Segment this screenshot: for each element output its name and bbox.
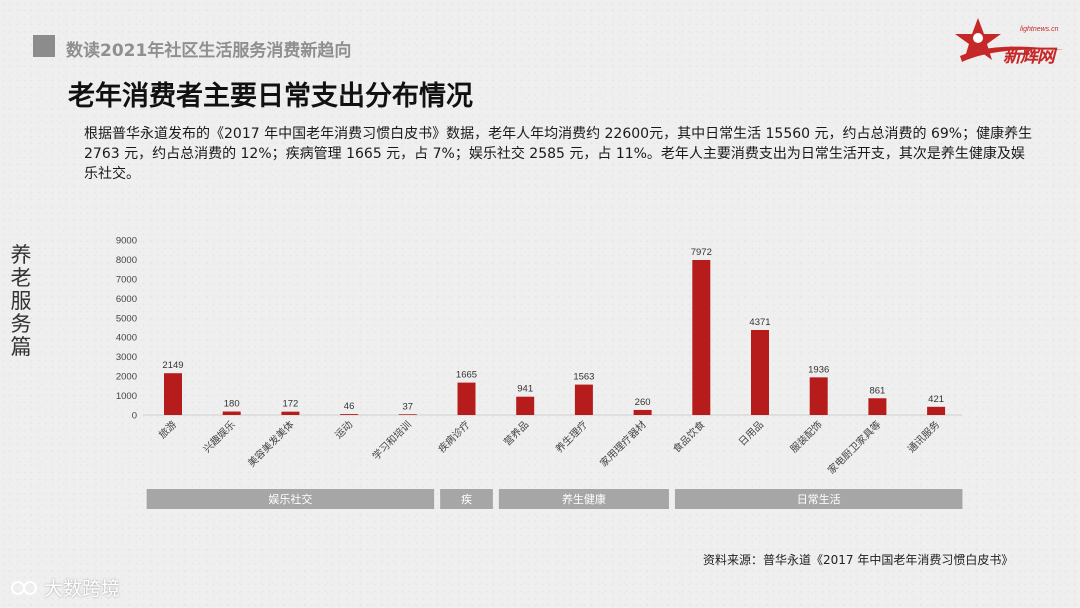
category-label: 营养品 bbox=[501, 418, 531, 448]
watermark-text: 大数跨境 bbox=[44, 578, 121, 600]
data-label: 37 bbox=[403, 401, 414, 412]
group-label: 日常生活 bbox=[797, 492, 841, 506]
data-label: 1563 bbox=[573, 372, 594, 383]
section-marker bbox=[33, 35, 55, 57]
logo-text: 新辉网 bbox=[1003, 46, 1055, 67]
data-label: 180 bbox=[224, 399, 240, 410]
bar bbox=[633, 409, 652, 415]
category-label: 旅游 bbox=[156, 418, 179, 441]
group-band bbox=[440, 489, 493, 509]
category-label: 养生理疗 bbox=[553, 418, 590, 455]
data-label: 260 bbox=[635, 397, 651, 408]
category-label: 家用理疗器材 bbox=[597, 418, 649, 470]
data-label: 1936 bbox=[808, 364, 829, 375]
y-tick-label: 5000 bbox=[116, 313, 137, 324]
source-note: 资料来源：普华永道《2017 年中国老年消费习惯白皮书》 bbox=[703, 553, 1014, 567]
intro-paragraph: 根据普华永道发布的《2017 年中国老年消费习惯白皮书》数据，老年人年均消费约 … bbox=[84, 126, 1033, 182]
watermark: 大数跨境 bbox=[10, 574, 120, 601]
bar bbox=[222, 411, 241, 415]
red-star-logo-icon bbox=[955, 18, 1064, 62]
category-label: 运动 bbox=[333, 419, 356, 442]
section-subtitle: 数读2021年社区生活服务消费新趋向 bbox=[66, 41, 352, 61]
group-band bbox=[674, 489, 963, 509]
y-tick-label: 8000 bbox=[116, 255, 137, 266]
data-label: 941 bbox=[517, 384, 533, 395]
bar bbox=[751, 330, 769, 415]
y-tick-label: 3000 bbox=[116, 352, 137, 363]
bar bbox=[164, 373, 182, 415]
data-label: 46 bbox=[344, 401, 355, 412]
bar bbox=[398, 414, 417, 415]
bar bbox=[457, 382, 476, 415]
bar bbox=[516, 396, 535, 415]
bar bbox=[281, 411, 300, 415]
side-label: 养老服务篇 bbox=[10, 243, 32, 359]
data-label: 1665 bbox=[456, 370, 477, 381]
bar bbox=[340, 414, 359, 415]
logo-url: lightnews.cn bbox=[1020, 26, 1059, 33]
data-label: 172 bbox=[282, 399, 298, 410]
category-label: 学习和培训 bbox=[369, 418, 414, 463]
y-tick-label: 7000 bbox=[116, 274, 137, 285]
y-tick-label: 6000 bbox=[116, 294, 137, 305]
category-label: 服装配饰 bbox=[787, 418, 824, 455]
category-label: 疾病诊疗 bbox=[435, 418, 472, 455]
bar bbox=[927, 406, 946, 415]
category-label: 兴趣娱乐 bbox=[200, 418, 237, 455]
group-band bbox=[146, 489, 435, 509]
data-label: 2149 bbox=[162, 360, 183, 371]
y-tick-label: 2000 bbox=[116, 372, 137, 383]
bar bbox=[574, 384, 593, 415]
data-label: 4371 bbox=[749, 317, 770, 328]
bar bbox=[809, 377, 828, 415]
category-label: 日用品 bbox=[736, 419, 766, 449]
y-tick-label: 9000 bbox=[116, 236, 137, 247]
group-label: 娱乐社交 bbox=[268, 492, 312, 506]
category-label: 通讯服务 bbox=[905, 418, 942, 455]
y-tick-label: 4000 bbox=[116, 333, 137, 344]
category-label: 美容美发美体 bbox=[245, 418, 297, 470]
category-label: 食品饮食 bbox=[670, 418, 707, 455]
data-label: 7972 bbox=[691, 247, 712, 258]
group-band bbox=[498, 489, 669, 509]
page-title: 老年消费者主要日常支出分布情况 bbox=[68, 81, 473, 112]
group-label: 疾 bbox=[461, 492, 472, 506]
category-label: 家电厨卫家具等 bbox=[825, 418, 884, 477]
group-label: 养生健康 bbox=[562, 492, 606, 506]
dashuju-logo-icon bbox=[11, 581, 37, 595]
bar bbox=[692, 259, 711, 415]
data-label: 421 bbox=[928, 394, 944, 405]
y-tick-label: 0 bbox=[132, 411, 137, 422]
bar bbox=[868, 398, 887, 415]
y-tick-label: 1000 bbox=[116, 391, 137, 402]
data-label: 861 bbox=[869, 385, 885, 396]
